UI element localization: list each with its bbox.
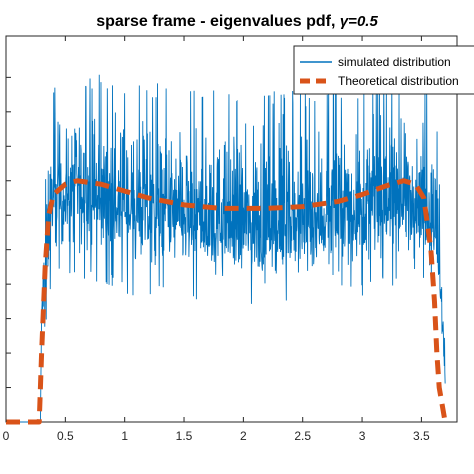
series-simulated — [6, 74, 446, 423]
legend: simulated distribution Theoretical distr… — [293, 45, 474, 95]
x-tick-label: 0 — [3, 429, 10, 443]
x-tick-label: 1 — [121, 429, 128, 443]
x-tick-label: 0.5 — [57, 429, 74, 443]
x-tick-label: 1.5 — [176, 429, 193, 443]
legend-box — [293, 45, 474, 95]
simulated-distribution-line — [6, 74, 446, 423]
y-ticks — [6, 76, 11, 389]
x-tick-label: 3.5 — [413, 429, 430, 443]
x-tick-label: 2.5 — [294, 429, 311, 443]
chart-title-symbol: γ=0.5 — [340, 13, 379, 30]
x-tick-label: 2 — [240, 429, 247, 443]
x-tick-label: 3 — [359, 429, 366, 443]
x-ticks: 0 0.5 1 1.5 2 2.5 3 3.5 — [3, 36, 430, 443]
chart-title-main: sparse frame - eigenvalues pdf, — [96, 13, 335, 30]
legend-label-simulated: simulated distribution — [338, 55, 451, 69]
legend-label-theoretical: Theoretical distribution — [338, 74, 459, 88]
chart-title: sparse frame - eigenvalues pdf, γ=0.5 — [96, 13, 378, 30]
series-theoretical — [6, 178, 448, 425]
theoretical-distribution-line — [6, 178, 448, 425]
